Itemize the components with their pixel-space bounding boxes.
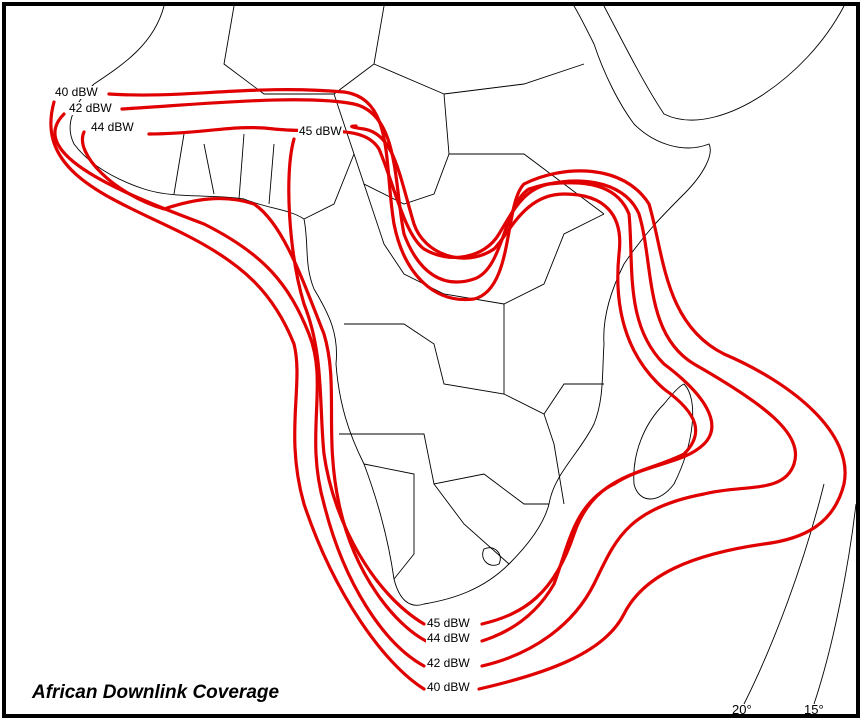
contour-40-dbw — [49, 88, 847, 691]
contour-label-42-dbw-south: 42 dBW — [426, 656, 471, 670]
madagascar — [633, 383, 694, 500]
graticule-20 — [743, 483, 825, 705]
contour-44-dbw — [80, 126, 714, 643]
contour-label-40-dbw-south: 40 dBW — [426, 680, 471, 694]
longitude-tick-15: 15° — [804, 702, 824, 717]
longitude-tick-20: 20° — [732, 702, 752, 717]
graticule-15 — [813, 503, 856, 705]
contour-label-45-dbw-south: 45 dBW — [426, 616, 471, 630]
contours — [49, 88, 847, 691]
contour-45-dbw — [287, 124, 698, 626]
contour-42-dbw — [53, 98, 798, 668]
country-borders — [69, 6, 856, 705]
contour-label-45-dbw: 45 dBW — [298, 124, 343, 138]
contour-label-40-dbw: 40 dBW — [54, 85, 99, 99]
contour-label-42-dbw: 42 dBW — [68, 101, 113, 115]
arabian-peninsula — [603, 6, 845, 121]
contour-label-44-dbw-south: 44 dBW — [426, 631, 471, 645]
map-title: African Downlink Coverage — [32, 682, 280, 703]
contour-label-44-dbw: 44 dBW — [90, 120, 135, 134]
africa-coastline — [69, 6, 711, 606]
map-canvas — [49, 6, 856, 705]
